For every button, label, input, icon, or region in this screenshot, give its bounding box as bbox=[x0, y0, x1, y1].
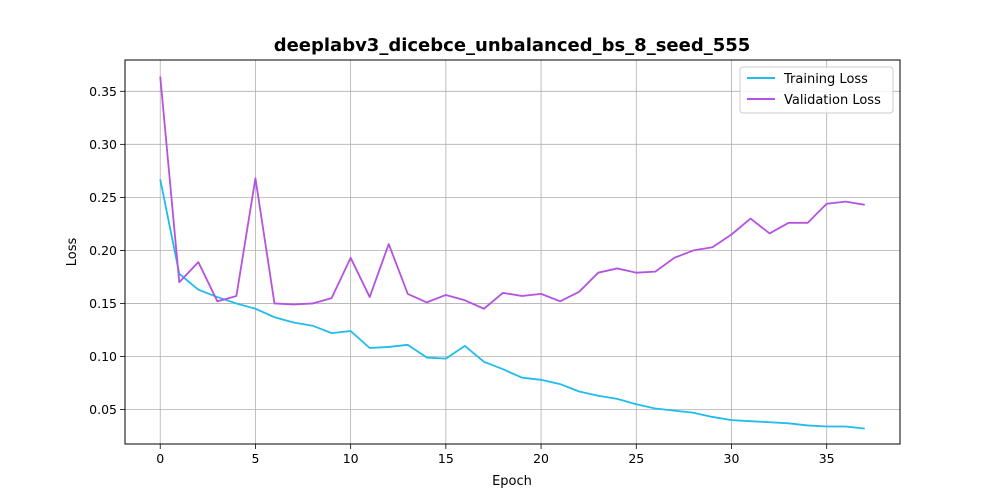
training-loss-line bbox=[159, 179, 865, 430]
legend-label-training: Training Loss bbox=[783, 72, 868, 87]
x-tick-label: 35 bbox=[819, 451, 835, 466]
y-tick-label: 0.25 bbox=[89, 190, 117, 205]
plot-frame bbox=[124, 59, 901, 445]
legend-box bbox=[739, 66, 894, 114]
y-tick-label: 0.30 bbox=[89, 137, 117, 152]
y-tick-label: 0.35 bbox=[89, 84, 117, 99]
x-tick-label: 25 bbox=[628, 451, 644, 466]
x-tick-label: 20 bbox=[533, 451, 549, 466]
y-tick-label: 0.15 bbox=[89, 296, 117, 311]
x-axis-label: Epoch bbox=[492, 474, 532, 489]
grid bbox=[125, 60, 900, 444]
y-tick-label: 0.10 bbox=[89, 349, 117, 364]
legend-label-validation: Validation Loss bbox=[784, 93, 881, 108]
x-tick-label: 5 bbox=[251, 451, 259, 466]
y-axis: 0.05 0.10 0.15 0.20 0.25 0.30 0.35 bbox=[89, 84, 125, 417]
y-tick-label: 0.05 bbox=[89, 402, 117, 417]
chart-title: deeplabv3_dicebce_unbalanced_bs_8_seed_5… bbox=[274, 35, 751, 56]
x-tick-label: 15 bbox=[438, 451, 454, 466]
legend: Training Loss Validation Loss bbox=[739, 66, 894, 114]
series-layer bbox=[159, 76, 865, 430]
x-tick-label: 0 bbox=[156, 451, 164, 466]
y-tick-label: 0.20 bbox=[89, 243, 117, 258]
validation-loss-line bbox=[159, 76, 865, 310]
x-axis: 0 5 10 15 20 25 30 35 bbox=[156, 444, 835, 466]
y-axis-label: Loss bbox=[65, 238, 80, 267]
x-tick-label: 10 bbox=[343, 451, 359, 466]
x-tick-label: 30 bbox=[724, 451, 740, 466]
